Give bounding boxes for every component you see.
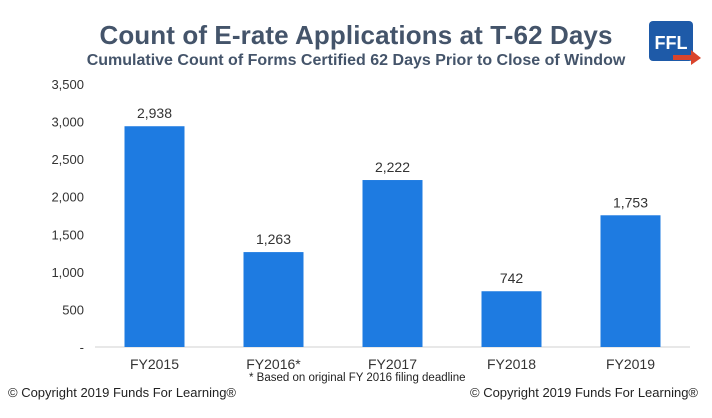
data-label: 2,938 [137,105,172,121]
bar [600,215,661,347]
y-tick-label: 2,000 [51,190,84,205]
bar [124,126,185,347]
x-tick-label: FY2019 [606,356,655,372]
bar [481,291,542,347]
y-tick-label: 3,500 [51,77,84,92]
copyright-right: © Copyright 2019 Funds For Learning® [470,385,699,400]
copyright-left: © Copyright 2019 Funds For Learning® [8,385,237,400]
y-tick-label: 3,000 [51,115,84,130]
y-tick-label: 2,500 [51,152,84,167]
x-tick-label: FY2016* [246,356,301,372]
x-tick-label: FY2015 [130,356,179,372]
y-tick-label: - [80,340,84,355]
chart-title: Count of E-rate Applications at T-62 Day… [99,20,613,50]
x-tick-label: FY2017 [368,356,417,372]
footnote: * Based on original FY 2016 filing deadl… [249,372,466,384]
logo-text: FFL [655,33,688,53]
x-tick-label: FY2018 [487,356,536,372]
y-tick-label: 1,500 [51,227,84,242]
bar [362,180,423,347]
y-tick-label: 500 [62,302,84,317]
ffl-logo-icon: FFL [649,21,701,65]
data-label: 2,222 [375,159,410,175]
data-label: 1,753 [613,194,648,210]
chart-subtitle: Cumulative Count of Forms Certified 62 D… [86,52,626,69]
data-label: 1,263 [256,231,291,247]
y-tick-label: 1,000 [51,265,84,280]
data-label: 742 [500,270,524,286]
bar [243,252,304,347]
